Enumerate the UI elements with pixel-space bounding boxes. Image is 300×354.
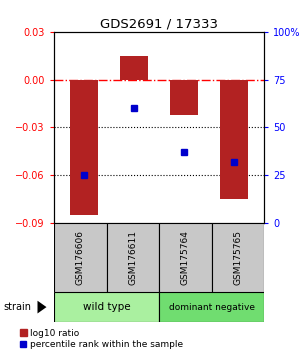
- Text: dominant negative: dominant negative: [169, 303, 254, 312]
- Bar: [159, 223, 211, 292]
- Bar: [120, 56, 148, 80]
- Title: GDS2691 / 17333: GDS2691 / 17333: [100, 18, 218, 31]
- Legend: log10 ratio, percentile rank within the sample: log10 ratio, percentile rank within the …: [20, 329, 184, 349]
- Text: GSM176611: GSM176611: [128, 230, 137, 285]
- Text: GSM175765: GSM175765: [233, 230, 242, 285]
- Bar: [106, 223, 159, 292]
- Bar: [170, 80, 198, 115]
- Text: GSM176606: GSM176606: [76, 230, 85, 285]
- Text: strain: strain: [3, 302, 31, 312]
- Bar: [54, 292, 159, 322]
- Text: GSM175764: GSM175764: [181, 230, 190, 285]
- Bar: [159, 292, 264, 322]
- Bar: [70, 80, 98, 215]
- Bar: [220, 80, 248, 199]
- Bar: [212, 223, 264, 292]
- Text: wild type: wild type: [83, 302, 130, 312]
- Bar: [54, 223, 106, 292]
